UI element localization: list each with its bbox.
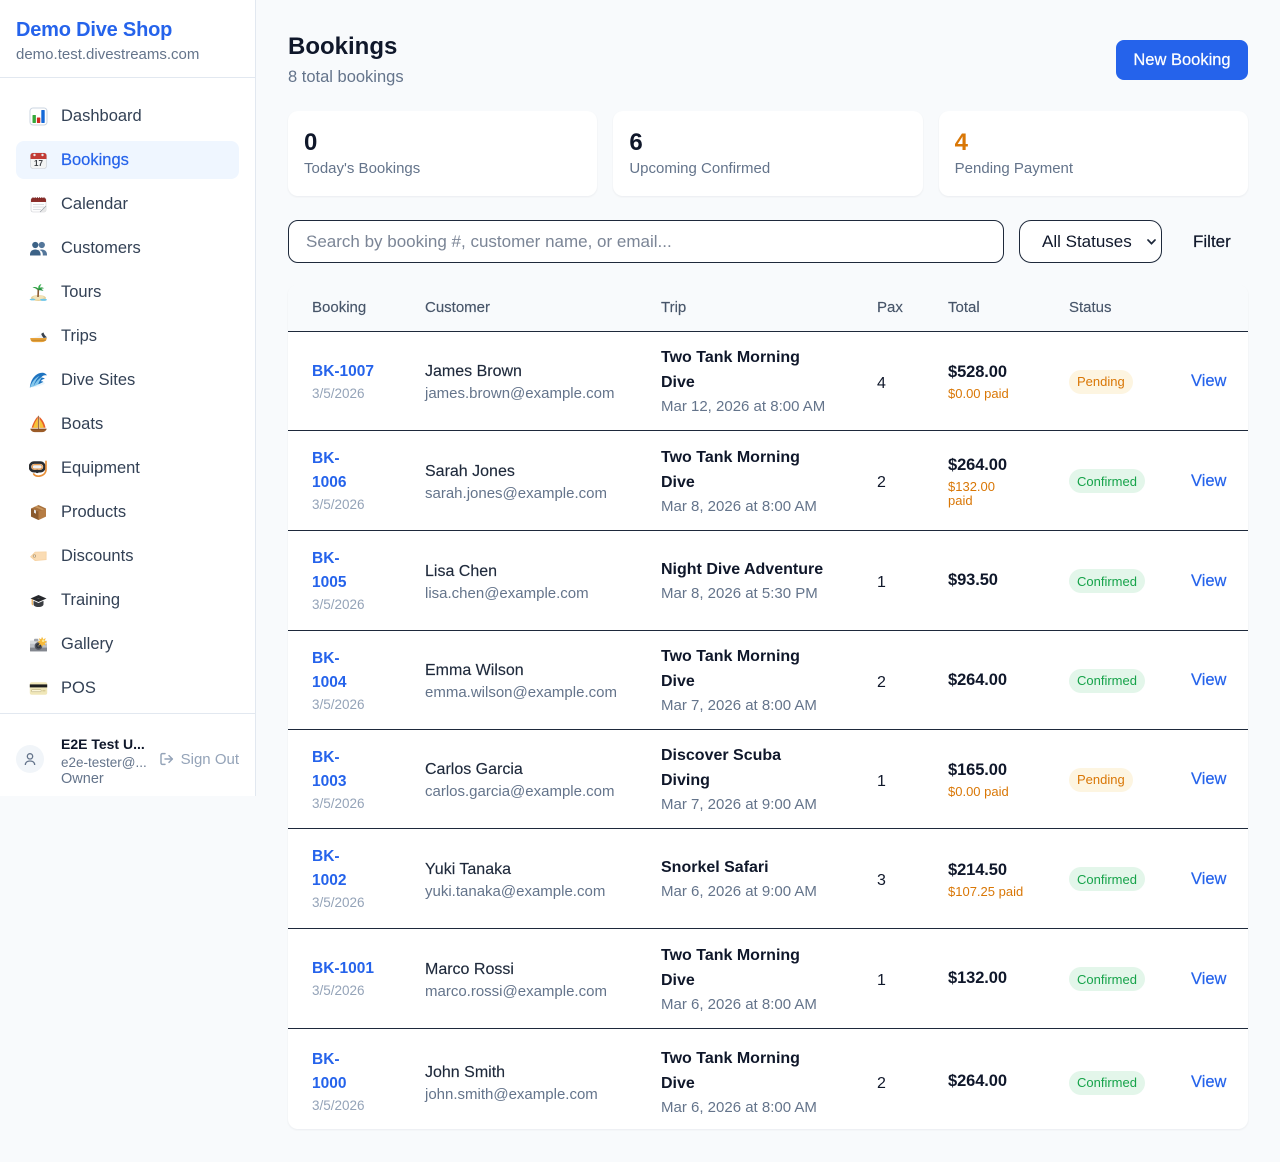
svg-text:17: 17 xyxy=(34,159,43,168)
